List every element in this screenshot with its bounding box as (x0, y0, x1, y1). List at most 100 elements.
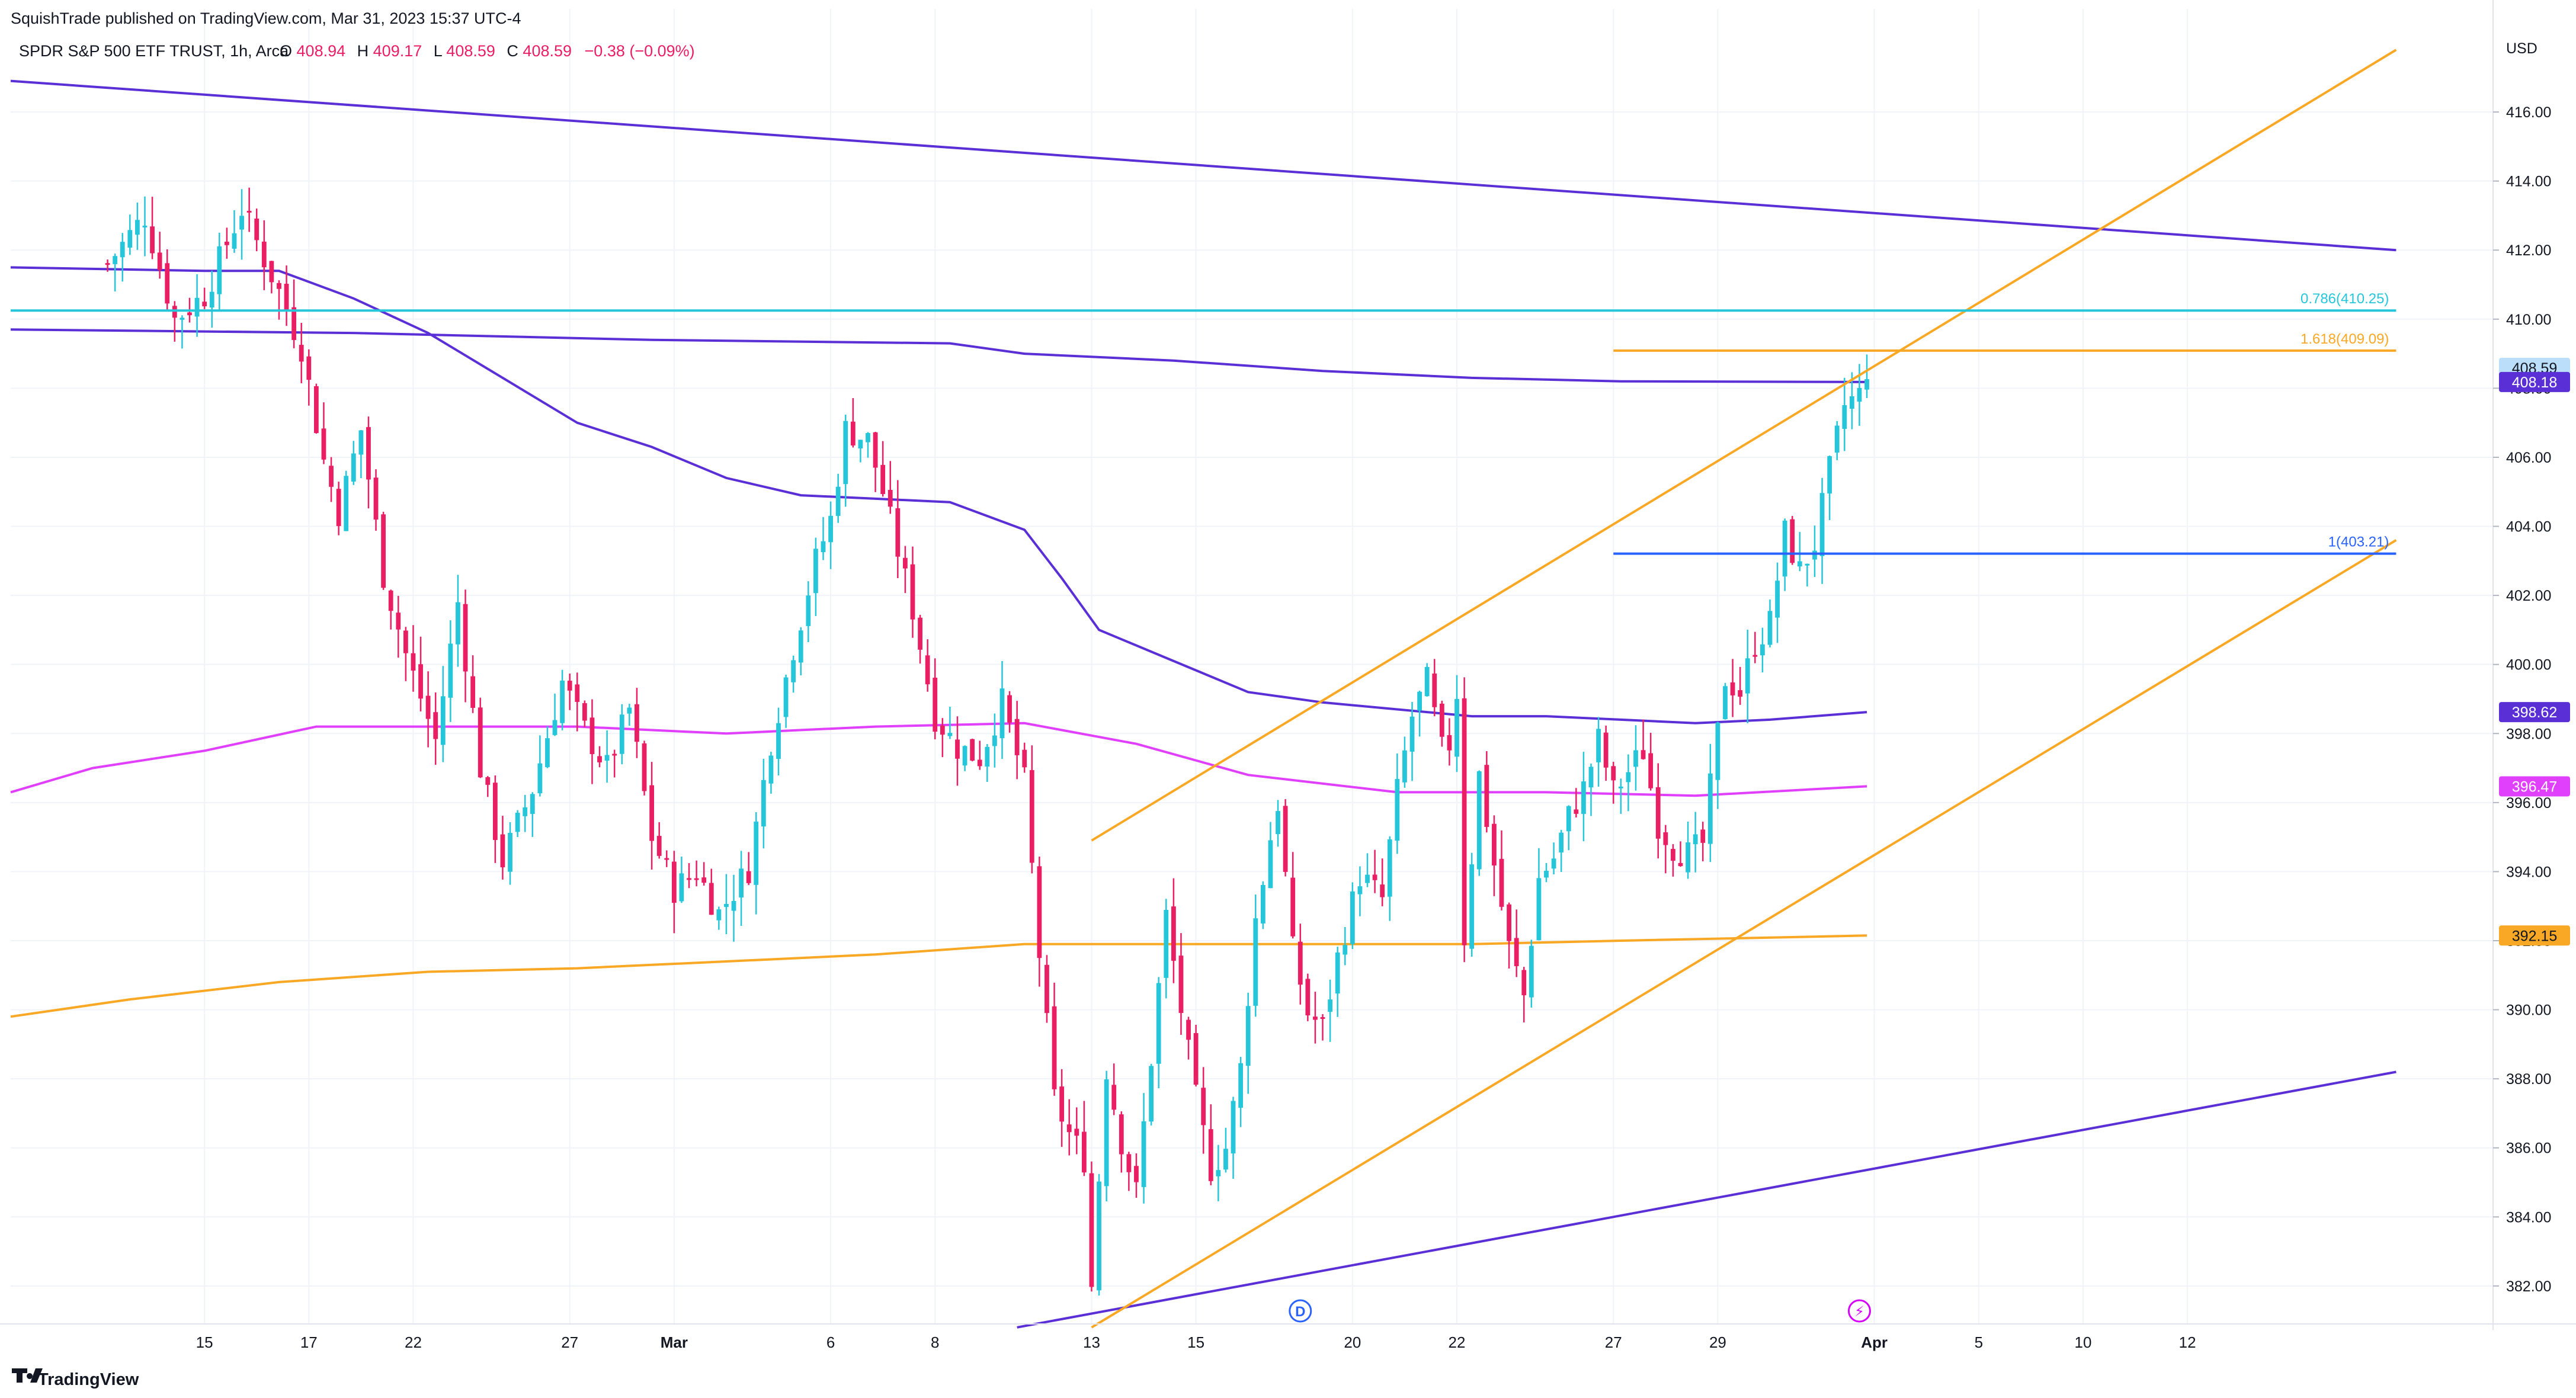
candle-body (1462, 698, 1467, 945)
candle-body (306, 356, 312, 380)
candle-body (925, 655, 930, 685)
candle-body (1707, 773, 1713, 844)
price-tag-label: 392.15 (2512, 928, 2557, 944)
candle-body (612, 753, 617, 756)
candle-body (1097, 1181, 1101, 1291)
candle-body (1253, 918, 1258, 1006)
symbol-title[interactable]: SPDR S&P 500 ETF TRUST, 1h, Arca (19, 42, 289, 60)
candle-body (157, 252, 162, 270)
moving-average-line (10, 266, 1867, 724)
candle-body (261, 241, 267, 268)
candle-body (500, 834, 505, 868)
candle-body (1663, 832, 1668, 845)
candle-body (1037, 866, 1042, 958)
candle-body (1581, 781, 1586, 815)
event-marker-label: ⚡ (1854, 1304, 1864, 1320)
candle-body (1671, 849, 1675, 861)
candle-body (135, 220, 140, 235)
y-tick-label: 412.00 (2506, 242, 2551, 259)
candle-body (999, 688, 1005, 739)
candle-body (1536, 878, 1542, 941)
candle-body (776, 723, 781, 759)
tradingview-logo[interactable]: TradingView (12, 1368, 139, 1389)
candle-body (582, 703, 587, 721)
candle-body (887, 490, 893, 507)
candle-body (679, 873, 684, 902)
candle-body (1700, 829, 1706, 843)
chart-grid (11, 9, 2493, 1324)
candle-body (492, 783, 498, 841)
candle-body (768, 755, 774, 784)
candle-body (627, 707, 632, 714)
x-tick-label: 17 (300, 1333, 318, 1351)
candle-body (1409, 716, 1415, 752)
candle-body (120, 242, 125, 258)
candle-body (1313, 1017, 1318, 1020)
y-tick-label: 410.00 (2506, 312, 2551, 328)
y-tick-label: 404.00 (2506, 519, 2551, 536)
y-axis-unit: USD (2506, 40, 2537, 57)
ohlc-close-value: 408.59 (523, 42, 572, 60)
candle-body (1119, 1114, 1124, 1155)
candle-body (411, 653, 416, 671)
x-tick-label: 5 (1975, 1333, 1983, 1351)
candle-body (1283, 806, 1288, 872)
candle-body (575, 684, 580, 702)
candle-body (1603, 732, 1609, 768)
candle-body (1089, 1173, 1094, 1287)
candle-body (1335, 952, 1340, 994)
candle-body (1297, 941, 1303, 985)
candle-body (716, 909, 722, 921)
candle-body (366, 427, 371, 480)
candle-body (127, 230, 133, 248)
candle-body (299, 345, 304, 362)
candle-body (1723, 686, 1728, 719)
candle-body (105, 263, 110, 265)
candle-body (1164, 910, 1169, 978)
y-tick-label: 390.00 (2506, 1002, 2551, 1019)
candle-body (1618, 786, 1623, 788)
candle-body (1432, 674, 1437, 707)
ohlc-open-label: O (280, 42, 292, 60)
candle-body (1149, 1066, 1154, 1122)
candle-body (142, 225, 148, 227)
candle-body (1492, 823, 1497, 866)
candle-body (187, 312, 192, 316)
y-tick-label: 382.00 (2506, 1278, 2551, 1295)
candle-body (425, 695, 431, 719)
candle-body (313, 386, 319, 434)
candle-body (1611, 766, 1616, 781)
candle-body (1790, 519, 1795, 563)
candle-body (858, 440, 863, 449)
candle-body (828, 515, 833, 543)
x-tick-label: 10 (2074, 1333, 2091, 1351)
trend-line (1017, 1070, 2396, 1329)
x-tick-label: 27 (561, 1333, 578, 1351)
candle-body (694, 878, 699, 880)
candle-body (880, 464, 886, 494)
candle-body (515, 813, 520, 832)
candle-body (1387, 839, 1392, 897)
candle-body (1745, 658, 1750, 694)
candle-body (1402, 750, 1407, 783)
candle-body (1686, 842, 1690, 873)
candle-body (224, 241, 229, 245)
candle-body (456, 602, 460, 645)
candle-body (1126, 1154, 1132, 1172)
candle-body (1641, 750, 1646, 759)
tradingview-logo-icon (12, 1368, 43, 1383)
candle-body (791, 660, 796, 682)
candle-body (1678, 862, 1683, 867)
candle-body (1521, 970, 1527, 996)
candle-body (545, 738, 550, 768)
candle-body (1574, 809, 1579, 814)
candle-body (1424, 666, 1430, 697)
candle-body (1134, 1166, 1139, 1182)
candle-body (1797, 561, 1802, 567)
x-tick-label: 29 (1709, 1333, 1726, 1351)
candle-body (821, 541, 826, 553)
x-tick-label: 20 (1344, 1333, 1361, 1351)
candle-body (1827, 456, 1832, 494)
candle-body (1648, 753, 1654, 788)
